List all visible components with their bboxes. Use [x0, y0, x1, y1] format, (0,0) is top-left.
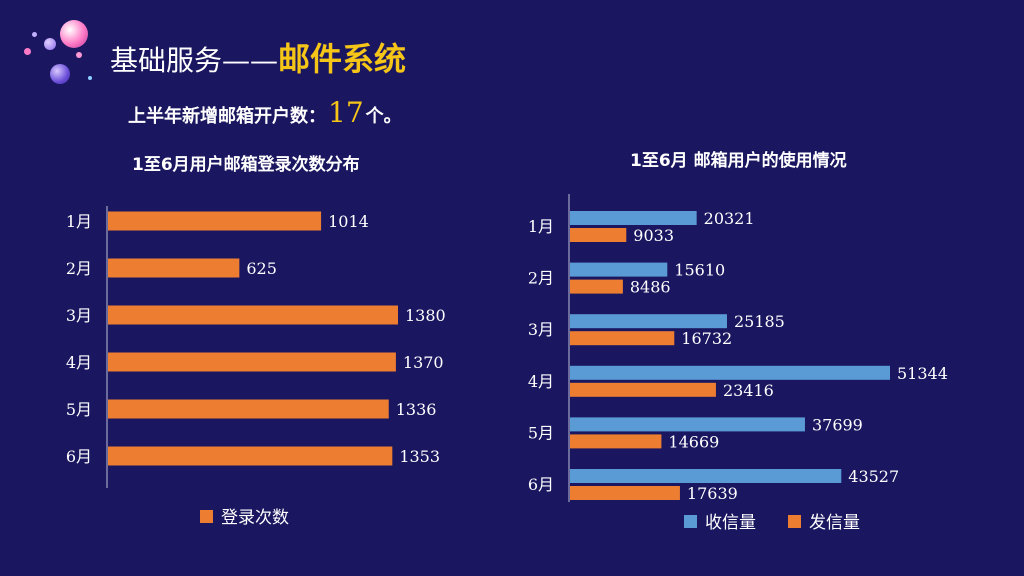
category-label: 1月 — [528, 217, 554, 236]
data-label: 15610 — [674, 261, 725, 280]
new-accounts-summary: 上半年新增邮箱开户数：17 个。 — [128, 96, 402, 129]
data-label: 25185 — [734, 312, 785, 331]
bubble-decoration — [50, 64, 70, 84]
data-label: 1336 — [396, 400, 437, 419]
bar — [570, 365, 890, 380]
bubble-decoration — [44, 38, 56, 50]
category-label: 3月 — [528, 320, 554, 339]
bubble-decoration — [60, 20, 88, 48]
legend-swatch — [684, 515, 697, 528]
bar — [570, 486, 680, 500]
category-label: 5月 — [66, 400, 92, 419]
category-label: 1月 — [66, 212, 92, 231]
bubble-decoration — [32, 32, 37, 37]
chart-title-logins: 1至6月用户邮箱登录次数分布 — [132, 155, 360, 175]
page-title: 基础服务——邮件系统 — [110, 34, 406, 80]
bar — [570, 211, 697, 225]
summary-label: 上半年新增邮箱开户数： — [128, 106, 326, 127]
bar — [108, 399, 389, 419]
data-label: 17639 — [687, 484, 738, 503]
bar — [570, 469, 842, 483]
data-label: 9033 — [633, 226, 674, 245]
bar — [570, 382, 716, 397]
category-label: 4月 — [66, 353, 92, 372]
summary-value: 17 — [328, 96, 364, 129]
bubble-decoration — [24, 48, 31, 55]
category-label: 4月 — [528, 372, 554, 391]
data-label: 16732 — [681, 329, 732, 348]
legend-swatch — [788, 515, 801, 528]
category-label: 2月 — [528, 269, 554, 288]
bar — [570, 228, 627, 242]
bar — [108, 352, 396, 372]
data-label: 1353 — [399, 447, 440, 466]
page-title-highlight: 邮件系统 — [278, 40, 407, 78]
chart-title-usage: 1至6月 邮箱用户的使用情况 — [630, 151, 847, 171]
category-label: 5月 — [528, 423, 554, 442]
summary-suffix: 个。 — [365, 106, 402, 127]
bar — [570, 314, 727, 329]
legend-label: 登录次数 — [221, 508, 289, 528]
data-label: 8486 — [630, 278, 671, 297]
category-label: 2月 — [66, 259, 92, 278]
category-label: 6月 — [528, 475, 554, 494]
data-label: 1370 — [403, 353, 444, 372]
bar — [108, 446, 393, 466]
data-label: 23416 — [723, 381, 774, 400]
bar — [570, 417, 805, 432]
legend-swatch — [200, 510, 213, 523]
bar — [570, 262, 668, 277]
bar — [108, 211, 322, 231]
bar — [570, 331, 675, 346]
bar — [108, 258, 240, 278]
data-label: 20321 — [704, 209, 755, 228]
category-label: 6月 — [66, 447, 92, 466]
data-label: 43527 — [848, 467, 899, 486]
data-label: 1014 — [328, 212, 369, 231]
legend-label: 收信量 — [705, 513, 756, 533]
bubble-decoration — [76, 52, 82, 58]
bar — [570, 434, 662, 449]
legend-label: 发信量 — [809, 513, 860, 533]
data-label: 1380 — [405, 306, 446, 325]
data-label: 37699 — [812, 415, 863, 434]
page-title-main: 基础服务—— — [110, 44, 279, 77]
bar — [108, 305, 398, 325]
category-label: 3月 — [66, 306, 92, 325]
bubble-decoration — [88, 76, 92, 80]
data-label: 51344 — [897, 364, 948, 383]
data-label: 14669 — [668, 432, 719, 451]
bar — [570, 279, 623, 294]
data-label: 625 — [246, 259, 277, 278]
